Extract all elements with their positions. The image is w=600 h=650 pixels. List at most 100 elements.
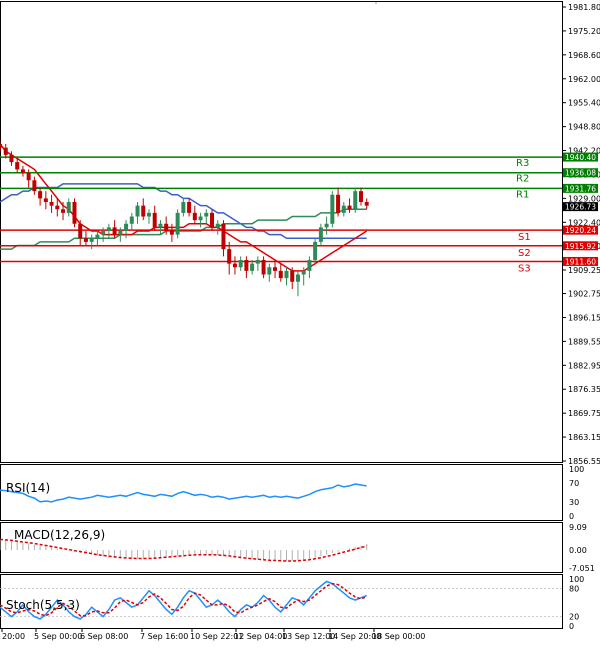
candle-body (267, 267, 272, 275)
macd-tick-label: 0.00 (569, 546, 587, 555)
candle-body (295, 274, 300, 282)
rsi-line (0, 483, 367, 503)
candle-body (318, 227, 323, 242)
candle-body (221, 223, 226, 250)
stoch-label: Stoch(5,5,3) (6, 598, 80, 612)
stoch-panel (0, 574, 563, 629)
y-tick-label: 1896.15 (568, 313, 600, 322)
candle-body (175, 212, 180, 235)
macd-label: MACD(12,26,9) (14, 528, 105, 542)
candle-body (141, 205, 146, 217)
current-price-tag (563, 202, 598, 212)
rsi-tick-label: 70 (569, 479, 579, 488)
candle-body (66, 202, 71, 213)
candle-body (336, 194, 341, 213)
x-tick-label: 6 Sep 08:00 (80, 632, 128, 641)
y-tick-label: 1955.40 (568, 99, 600, 108)
y-tick-label: 1863.15 (568, 433, 600, 442)
candle-body (290, 270, 295, 282)
level-price-text: 1931.76 (565, 184, 596, 193)
candle-body (89, 238, 94, 242)
candle-body (215, 223, 220, 228)
candle-body (32, 180, 37, 192)
candle-body (112, 227, 117, 235)
stoch-tick-label: 20 (569, 613, 579, 622)
y-tick-label: 1942.20 (568, 147, 600, 156)
current-price-text: 1926.73 (565, 203, 596, 212)
stoch-tick-label: 0 (569, 622, 574, 631)
y-tick-label: 1968.60 (568, 51, 600, 60)
candle-body (3, 147, 8, 155)
y-tick-label: 1869.75 (568, 409, 600, 418)
candle-body (210, 212, 215, 228)
candle-body (358, 191, 363, 203)
y-tick-label: 1981.80 (568, 3, 600, 12)
level-label-s2: S2 (518, 248, 531, 259)
x-tick-label: 12 Sep 04:00 (234, 632, 287, 641)
x-tick-label: 20:00 (2, 632, 25, 641)
stoch-tick-label: 100 (569, 575, 584, 584)
candle-body (61, 209, 66, 213)
candle-body (227, 249, 232, 264)
y-tick-label: 1889.55 (568, 337, 600, 346)
main-price-panel (0, 1, 563, 463)
level-price-tag (563, 241, 598, 251)
rsi-tick-label: 0 (569, 512, 574, 521)
rsi-tick-label: 100 (569, 465, 584, 474)
level-label-r1: R1 (516, 189, 529, 200)
candle-body (330, 194, 335, 224)
candle-body (101, 231, 106, 235)
candle-body (250, 263, 255, 271)
level-price-text: 1911.60 (565, 257, 596, 266)
level-price-text: 1920.24 (565, 226, 596, 235)
x-tick-label: 10 Sep 22:01 (190, 632, 243, 641)
candle-body (341, 205, 346, 213)
level-label-s1: S1 (518, 232, 531, 243)
candle-body (169, 231, 174, 235)
candle-body (20, 169, 25, 174)
candle-body (38, 191, 43, 199)
candle-body (255, 260, 260, 264)
candle-body (164, 223, 169, 232)
candle-body (78, 223, 83, 239)
candle-body (301, 270, 306, 275)
y-tick-label: 1909.25 (568, 266, 600, 275)
candle-body (278, 270, 283, 279)
level-label-s3: S3 (518, 263, 531, 274)
x-tick-label: 18 Sep 00:00 (372, 632, 425, 641)
level-price-text: 1915.92 (565, 242, 596, 251)
candle-body (364, 202, 369, 206)
candle-body (192, 212, 197, 221)
candle-body (261, 260, 266, 275)
candle-body (313, 241, 318, 261)
candle-body (124, 223, 129, 232)
candle-body (232, 263, 237, 268)
y-tick-label: 1876.35 (568, 385, 600, 394)
candle-body (26, 173, 31, 181)
level-price-tag (563, 183, 598, 193)
candle-body (129, 216, 134, 224)
y-tick-label: 1856.55 (568, 457, 600, 466)
candle-body (135, 205, 140, 217)
candle-body (198, 216, 203, 221)
level-label-r2: R2 (516, 174, 529, 185)
candle-body (347, 205, 352, 210)
candle-body (146, 212, 151, 217)
candle-body (244, 260, 249, 271)
macd-signal-line (0, 538, 367, 562)
candle-body (43, 198, 48, 203)
y-tick-label: 1929.00 (568, 194, 600, 203)
candle-body (284, 270, 289, 279)
level-price-text: 1940.40 (565, 153, 596, 162)
candle-body (238, 260, 243, 268)
candle-body (152, 212, 157, 228)
macd-tick-label: 9.09 (569, 523, 587, 532)
rsi-label: RSI(14) (6, 481, 50, 495)
candle-body (106, 227, 111, 232)
ma-green-line (0, 208, 367, 250)
candle-body (273, 267, 278, 271)
y-tick-label: 1882.95 (568, 361, 600, 370)
candle-body (9, 154, 14, 163)
candle-body (49, 202, 54, 206)
x-tick-label: 7 Sep 16:00 (140, 632, 188, 641)
